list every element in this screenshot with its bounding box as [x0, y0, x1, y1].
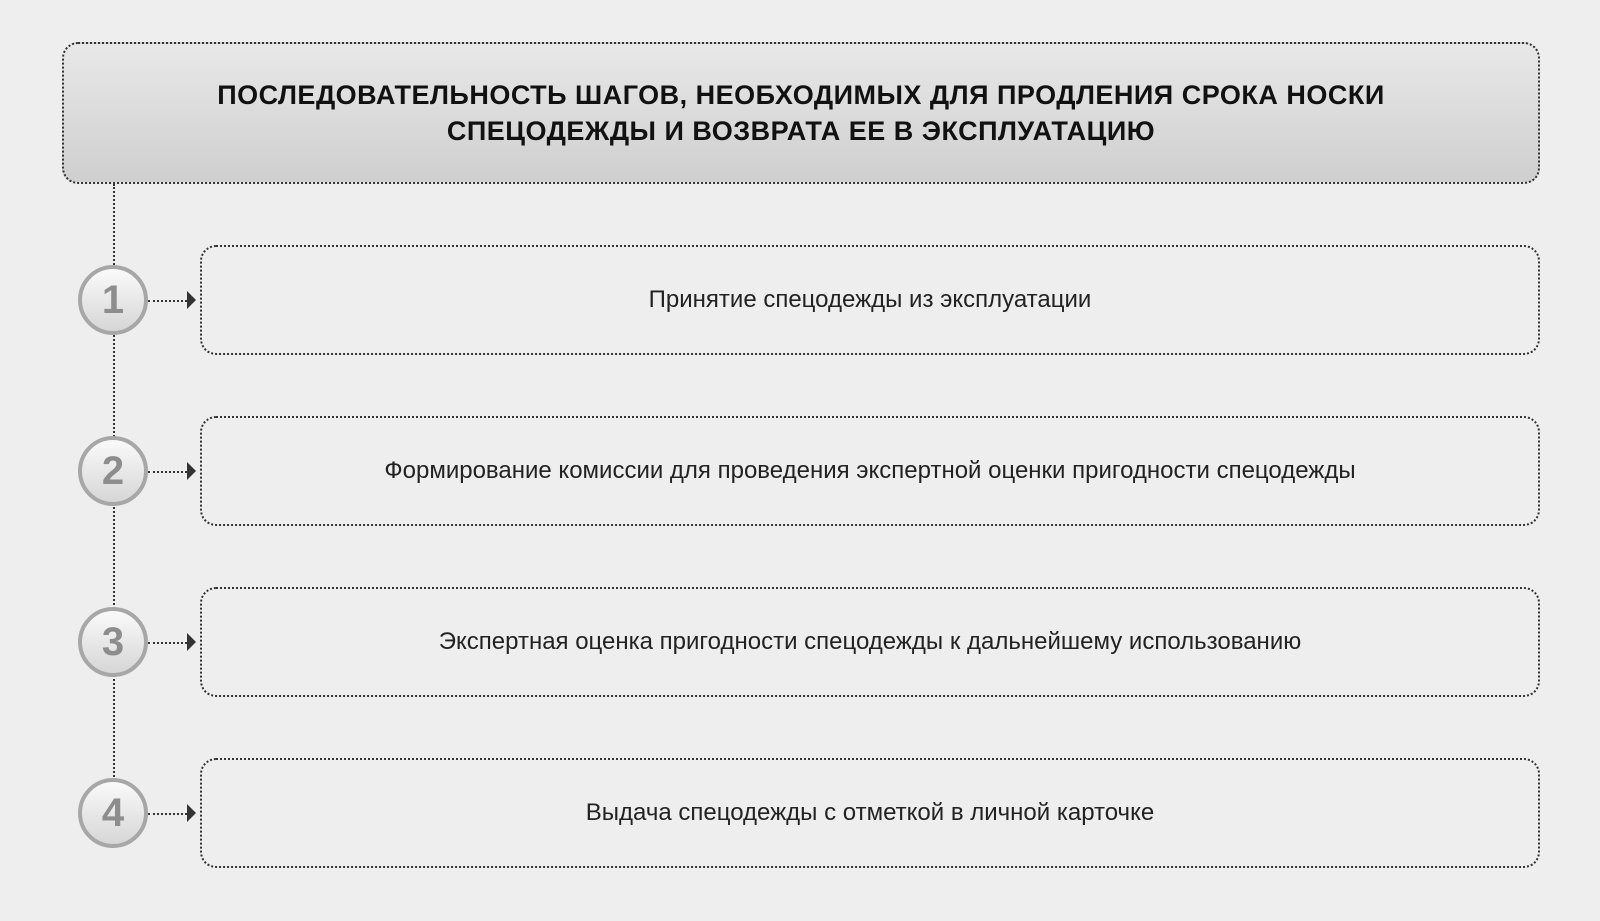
step-number: 1	[102, 278, 124, 323]
arrow-line-4	[148, 813, 187, 815]
step-badge-4: 4	[78, 778, 148, 848]
arrow-head-3	[187, 633, 196, 651]
flowchart-canvas: ПОСЛЕДОВАТЕЛЬНОСТЬ ШАГОВ, НЕОБХОДИМЫХ ДЛ…	[0, 0, 1600, 921]
step-label: Экспертная оценка пригодности спецодежды…	[439, 628, 1301, 656]
arrow-line-3	[148, 642, 187, 644]
arrow-head-2	[187, 462, 196, 480]
arrow-head-4	[187, 804, 196, 822]
step-badge-2: 2	[78, 436, 148, 506]
step-box-2: Формирование комиссии для проведения экс…	[200, 416, 1540, 526]
step-label: Принятие спецодежды из эксплуатации	[649, 286, 1092, 314]
step-box-3: Экспертная оценка пригодности спецодежды…	[200, 587, 1540, 697]
step-number: 4	[102, 791, 124, 836]
step-box-4: Выдача спецодежды с отметкой в личной ка…	[200, 758, 1540, 868]
arrow-head-1	[187, 291, 196, 309]
title-text: ПОСЛЕДОВАТЕЛЬНОСТЬ ШАГОВ, НЕОБХОДИМЫХ ДЛ…	[134, 77, 1468, 150]
step-label: Формирование комиссии для проведения экс…	[384, 457, 1355, 485]
title-box: ПОСЛЕДОВАТЕЛЬНОСТЬ ШАГОВ, НЕОБХОДИМЫХ ДЛ…	[62, 42, 1540, 184]
step-box-1: Принятие спецодежды из эксплуатации	[200, 245, 1540, 355]
step-badge-3: 3	[78, 607, 148, 677]
arrow-line-1	[148, 300, 187, 302]
arrow-line-2	[148, 471, 187, 473]
step-badge-1: 1	[78, 265, 148, 335]
step-number: 2	[102, 449, 124, 494]
step-number: 3	[102, 620, 124, 665]
step-label: Выдача спецодежды с отметкой в личной ка…	[586, 799, 1154, 827]
